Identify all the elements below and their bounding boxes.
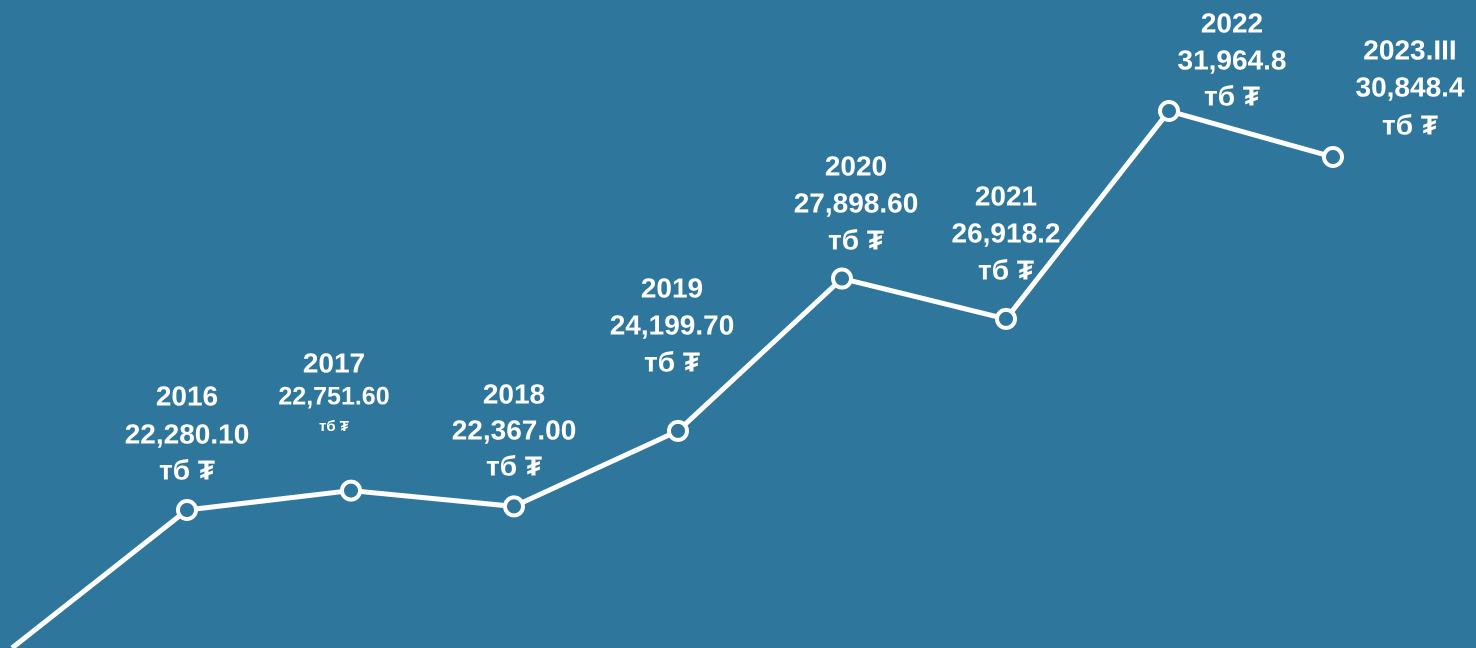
- year-label: 2023.III: [1363, 34, 1456, 65]
- unit-label: тб ₮: [486, 450, 542, 481]
- value-label: 27,898.60: [794, 187, 919, 218]
- unit-label: тб ₮: [319, 418, 349, 435]
- unit-label: тб ₮: [644, 346, 700, 377]
- unit-label: тб ₮: [1382, 109, 1438, 140]
- value-label: 31,964.8: [1178, 44, 1287, 75]
- year-label: 2017: [303, 347, 365, 378]
- value-label: 24,199.70: [610, 309, 735, 340]
- year-label: 2019: [641, 272, 703, 303]
- value-label: 22,751.60: [278, 383, 389, 411]
- year-label: 2016: [156, 380, 218, 411]
- point: [1158, 100, 1180, 123]
- unit-label: тб ₮: [828, 224, 884, 255]
- point: [831, 267, 853, 290]
- point: [995, 307, 1017, 330]
- line: [186, 108, 1334, 513]
- point: [340, 479, 362, 502]
- value-label: 22,367.00: [452, 414, 577, 445]
- lead-line: [10, 508, 189, 648]
- value-label: 26,918.2: [952, 217, 1061, 248]
- year-label: 2022: [1201, 7, 1263, 38]
- point: [176, 498, 198, 521]
- point: [503, 495, 525, 518]
- value-label: 22,280.10: [125, 418, 250, 449]
- value-label: 30,848.4: [1356, 71, 1465, 102]
- year-label: 2020: [825, 150, 887, 181]
- year-label: 2021: [975, 180, 1037, 211]
- point: [1322, 146, 1344, 169]
- unit-label: тб ₮: [159, 454, 215, 485]
- point: [667, 419, 689, 442]
- year-label: 2018: [483, 378, 545, 409]
- unit-label: тб ₮: [978, 254, 1034, 285]
- unit-label: тб ₮: [1204, 80, 1260, 111]
